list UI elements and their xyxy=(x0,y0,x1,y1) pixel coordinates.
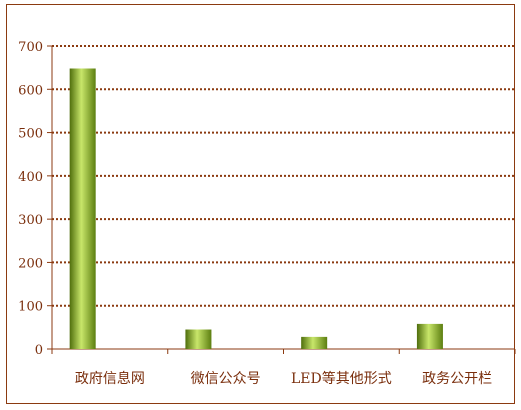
y-tick-label: 700 xyxy=(18,40,43,55)
y-tick-label: 0 xyxy=(35,343,43,358)
y-tick-label: 100 xyxy=(18,300,43,315)
bar xyxy=(301,336,328,349)
y-tick-label: 500 xyxy=(18,127,43,142)
bar xyxy=(185,329,212,349)
x-category-label: 政务公开栏 xyxy=(422,371,492,387)
y-tick-label: 300 xyxy=(18,213,43,228)
x-category-label: 政府信息网 xyxy=(75,370,145,387)
bars xyxy=(69,68,443,349)
axes xyxy=(47,45,516,354)
bar xyxy=(69,68,96,349)
y-tick-label: 400 xyxy=(18,170,43,185)
bar xyxy=(416,323,443,349)
x-category-label: 微信公众号 xyxy=(191,371,261,387)
x-category-label: LED等其他形式 xyxy=(291,370,392,387)
gridlines xyxy=(52,45,515,307)
labels: 0 100 200 300 400 500 600 700 政府信息网 微信公众号 LED等其他形式… xyxy=(18,40,492,387)
y-tick-label: 200 xyxy=(18,256,43,271)
y-tick-label: 600 xyxy=(18,83,43,98)
